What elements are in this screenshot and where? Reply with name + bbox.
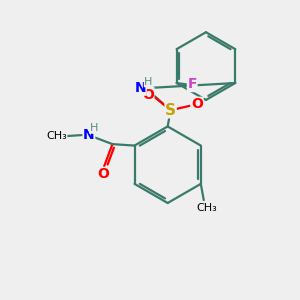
- Text: O: O: [191, 98, 203, 111]
- Text: O: O: [142, 88, 154, 102]
- Text: CH₃: CH₃: [196, 203, 217, 213]
- Text: S: S: [165, 103, 176, 118]
- Text: CH₃: CH₃: [46, 131, 67, 141]
- Text: F: F: [188, 77, 197, 92]
- Text: N: N: [134, 81, 146, 95]
- Text: O: O: [98, 167, 109, 182]
- Text: N: N: [83, 128, 95, 142]
- Text: H: H: [144, 77, 153, 87]
- Text: H: H: [90, 123, 98, 133]
